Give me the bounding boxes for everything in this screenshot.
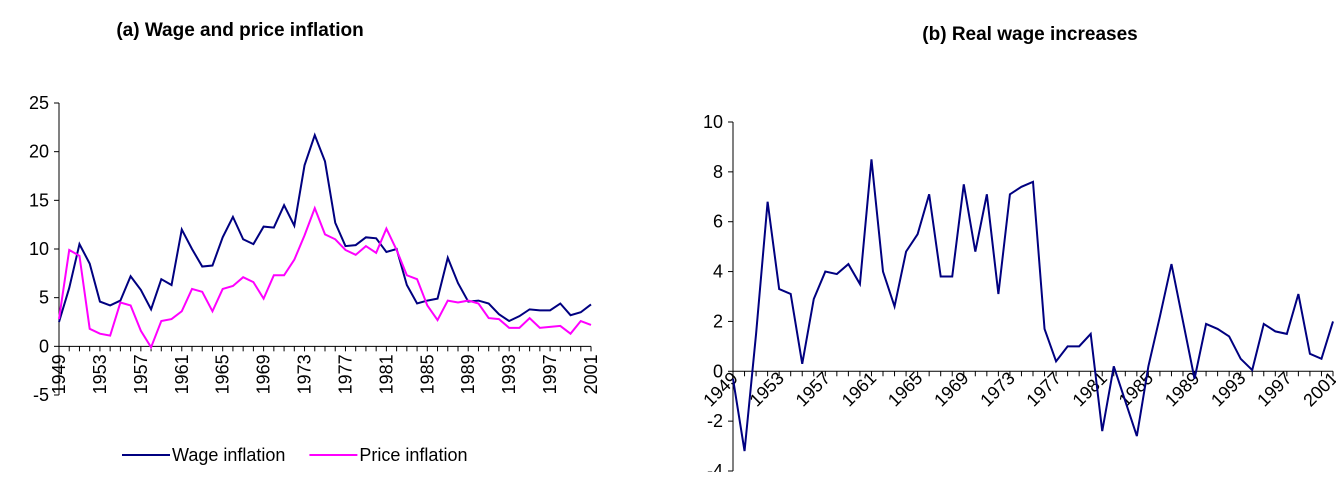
- y-tick-label: -5: [33, 385, 49, 405]
- x-tick-label: 1961: [172, 354, 192, 394]
- x-tick-label: 1973: [976, 368, 1018, 410]
- y-tick-label: 25: [29, 93, 49, 113]
- x-tick-label: 1981: [1069, 368, 1111, 410]
- x-tick-label: 1989: [1161, 368, 1203, 410]
- y-tick-label: 5: [39, 288, 49, 308]
- data-line: [58, 132, 592, 323]
- x-tick-label: 1953: [90, 354, 110, 394]
- x-tick-label: 1969: [930, 368, 972, 410]
- x-tick-label: 1989: [458, 354, 478, 394]
- x-tick-label: 1981: [376, 354, 396, 394]
- data-line: [58, 205, 592, 350]
- x-tick-label: 1985: [417, 354, 437, 394]
- x-tick-label: 1997: [1253, 368, 1295, 410]
- x-tick-label: 1973: [295, 354, 315, 394]
- legend-label: Wage inflation: [172, 445, 285, 465]
- y-tick-label: 2: [713, 311, 723, 331]
- y-tick-label: -4: [707, 461, 723, 472]
- y-tick-label: 10: [29, 239, 49, 259]
- y-tick-label: 0: [713, 361, 723, 381]
- x-tick-label: 1961: [838, 368, 880, 410]
- x-tick-label: 1997: [540, 354, 560, 394]
- x-tick-label: 1993: [499, 354, 519, 394]
- x-tick-label: 2001: [581, 354, 601, 394]
- y-tick-label: 4: [713, 262, 723, 282]
- y-tick-label: 15: [29, 190, 49, 210]
- x-tick-label: 1965: [213, 354, 233, 394]
- chart-title: (a) Wage and price inflation: [116, 20, 363, 41]
- x-tick-label: 1977: [1022, 368, 1064, 410]
- x-tick-label: 1949: [49, 354, 69, 394]
- legend-label: Price inflation: [359, 445, 467, 465]
- y-tick-label: 0: [39, 336, 49, 356]
- x-tick-label: 1957: [131, 354, 151, 394]
- x-tick-label: 1957: [792, 368, 834, 410]
- x-tick-label: 2001: [1299, 368, 1336, 410]
- x-tick-label: 1969: [254, 354, 274, 394]
- x-tick-label: 1977: [335, 354, 355, 394]
- y-tick-label: 20: [29, 142, 49, 162]
- y-tick-label: 8: [713, 162, 723, 182]
- data-line: [732, 159, 1334, 452]
- y-tick-label: -2: [707, 411, 723, 431]
- y-tick-label: 10: [703, 112, 723, 132]
- x-tick-label: 1993: [1207, 368, 1249, 410]
- chart-title: (b) Real wage increases: [922, 24, 1137, 45]
- x-tick-label: 1965: [884, 368, 926, 410]
- y-tick-label: 6: [713, 212, 723, 232]
